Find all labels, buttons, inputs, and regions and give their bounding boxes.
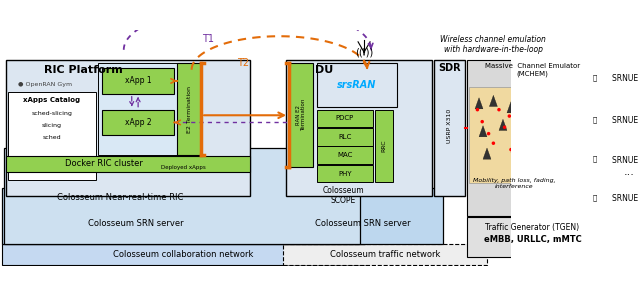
Bar (102, 110, 174, 135)
Text: SDR: SDR (438, 63, 461, 73)
Text: Colosseum SRN server: Colosseum SRN server (88, 218, 184, 228)
Text: xApp 2: xApp 2 (125, 118, 152, 127)
Circle shape (476, 108, 479, 111)
Text: Mobility, path loss, fading,
interference: Mobility, path loss, fading, interferenc… (473, 178, 556, 189)
Text: Docker RIC cluster: Docker RIC cluster (65, 160, 143, 168)
Text: DU: DU (316, 65, 333, 75)
Text: ((·)): ((·)) (355, 47, 373, 57)
Circle shape (525, 122, 529, 126)
Bar (467, 60, 599, 216)
Text: RRC: RRC (381, 139, 387, 152)
Circle shape (497, 108, 500, 111)
Text: T1: T1 (202, 34, 214, 44)
Bar (289, 63, 313, 167)
Bar (317, 63, 397, 107)
Text: srsRAN: srsRAN (337, 80, 376, 90)
Polygon shape (475, 98, 483, 109)
Text: 🏠: 🏠 (593, 116, 597, 123)
Text: SRNUE 3: SRNUE 3 (612, 156, 640, 165)
Text: ...: ... (623, 167, 634, 177)
Polygon shape (511, 141, 519, 153)
Bar (467, 218, 599, 258)
Bar (601, 108, 640, 133)
Text: Colosseum Near-real-time RIC: Colosseum Near-real-time RIC (56, 193, 183, 202)
Text: PHY: PHY (338, 170, 352, 176)
Bar (284, 244, 487, 265)
Polygon shape (519, 124, 527, 135)
Text: T2: T2 (237, 58, 250, 68)
Circle shape (508, 114, 511, 118)
Circle shape (532, 132, 535, 135)
Polygon shape (490, 95, 497, 107)
Polygon shape (507, 102, 515, 113)
Text: slicing: slicing (42, 123, 62, 128)
Bar (284, 188, 443, 244)
Text: RAN E2
Termination: RAN E2 Termination (296, 99, 307, 131)
Circle shape (524, 146, 527, 150)
Polygon shape (499, 119, 507, 131)
Text: 🚗: 🚗 (593, 194, 597, 201)
Text: Wireless channel emulation
with hardware-in-the-loop: Wireless channel emulation with hardware… (440, 35, 547, 54)
Polygon shape (483, 148, 491, 159)
Bar (102, 68, 174, 94)
Bar (317, 147, 373, 164)
Text: RIC Platform: RIC Platform (44, 65, 123, 75)
Text: 📷: 📷 (593, 74, 597, 81)
Bar (375, 110, 393, 182)
Bar (469, 87, 559, 183)
Text: Colosseum traffic network: Colosseum traffic network (330, 250, 440, 259)
Text: E2 Termination: E2 Termination (187, 86, 192, 133)
Bar (601, 66, 640, 91)
Text: SRNUE 6: SRNUE 6 (612, 194, 640, 203)
Text: 📷: 📷 (593, 156, 597, 163)
Bar (6, 156, 250, 172)
Polygon shape (529, 138, 538, 149)
Text: eMBB, URLLC, mMTC: eMBB, URLLC, mMTC (484, 234, 581, 244)
Bar (601, 148, 640, 173)
Circle shape (487, 132, 490, 135)
Bar (177, 63, 201, 155)
Text: ● OpenRAN Gym: ● OpenRAN Gym (17, 82, 72, 87)
Bar (98, 63, 202, 155)
Polygon shape (520, 92, 529, 103)
Text: SRNUE 2: SRNUE 2 (612, 116, 640, 125)
Text: Traffic Generator (TGEN): Traffic Generator (TGEN) (486, 223, 580, 232)
Bar (317, 110, 373, 127)
Text: xApps Catalog: xApps Catalog (23, 97, 81, 103)
Circle shape (503, 126, 506, 129)
Bar (286, 60, 432, 196)
Polygon shape (535, 100, 543, 111)
Text: Colosseum
SCOPE: Colosseum SCOPE (323, 186, 364, 205)
Bar (317, 128, 373, 146)
Bar (4, 148, 360, 244)
Text: RLC: RLC (338, 134, 351, 140)
Bar (6, 60, 250, 196)
Text: sched: sched (43, 135, 61, 140)
Bar (1, 188, 365, 244)
Text: sched-slicing: sched-slicing (31, 111, 72, 116)
Circle shape (521, 108, 525, 111)
Polygon shape (479, 126, 487, 137)
Text: PDCP: PDCP (336, 115, 354, 121)
Text: USRP X310: USRP X310 (447, 109, 452, 143)
Bar (435, 60, 465, 196)
Circle shape (492, 141, 495, 145)
Bar (1, 244, 365, 265)
Text: Deployed xApps: Deployed xApps (161, 165, 206, 170)
Polygon shape (532, 114, 541, 125)
Text: SRNUE 1: SRNUE 1 (612, 74, 640, 83)
Bar (601, 186, 640, 211)
Bar (8, 92, 96, 180)
Circle shape (516, 132, 519, 135)
Circle shape (481, 120, 484, 123)
Text: Colosseum SRN server: Colosseum SRN server (316, 218, 411, 228)
Text: Massive  Channel Emulator
(MCHEM): Massive Channel Emulator (MCHEM) (485, 63, 580, 76)
Circle shape (509, 148, 513, 151)
Bar (317, 165, 373, 182)
Text: xApp 1: xApp 1 (125, 76, 152, 86)
Text: MAC: MAC (337, 152, 353, 158)
Text: Colosseum collaboration network: Colosseum collaboration network (113, 250, 253, 259)
